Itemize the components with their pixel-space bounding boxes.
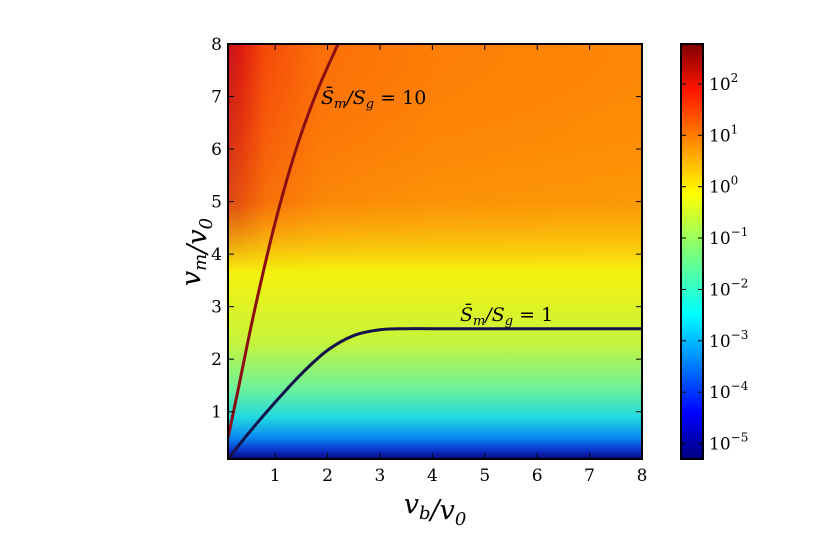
- colorbar-tick-label: 10−2: [709, 276, 748, 300]
- y-tick-label: 3: [211, 298, 222, 318]
- y-tick-label: 8: [211, 35, 222, 55]
- colorbar-tick-label: 100: [709, 174, 738, 198]
- x-tick-label: 7: [584, 466, 595, 486]
- colorbar: [680, 43, 704, 460]
- x-tick-label: 4: [427, 466, 438, 486]
- y-tick-label: 7: [211, 88, 222, 108]
- colorbar-ticks: 102 101 100 10−1 10−2 10−3 10−4 10−5: [681, 71, 749, 455]
- colorbar-tick-label: 10−1: [709, 225, 748, 249]
- x-tick-label: 8: [637, 466, 648, 486]
- y-axis-ticks: 1 2 3 4 5 6 7 8: [211, 35, 642, 423]
- y-tick-label: 6: [211, 140, 222, 160]
- colorbar-tick-label: 10−4: [709, 379, 749, 403]
- heatmap-low-region: [228, 44, 642, 459]
- colorbar-tick-label: 102: [709, 71, 738, 95]
- contour-line-10: [228, 44, 340, 439]
- heatmap-field: [228, 44, 642, 459]
- contour-line-1: [228, 327, 642, 459]
- y-tick-label: 1: [211, 403, 222, 423]
- colorbar-tick-label: 101: [709, 122, 738, 146]
- x-tick-label: 3: [375, 466, 386, 486]
- y-axis-label: vm/v0: [176, 218, 217, 286]
- colorbar-tick-label: 10−5: [709, 431, 748, 455]
- x-axis-label: vb/v0: [404, 489, 467, 530]
- x-tick-label: 5: [479, 466, 490, 486]
- x-tick-label: 6: [532, 466, 543, 486]
- contour-lines: [228, 44, 642, 459]
- colorbar-tick-label: 10−3: [709, 328, 748, 352]
- y-tick-label: 2: [211, 350, 222, 370]
- x-tick-label: 2: [322, 466, 333, 486]
- contour-label-1: S̄m/Sg = 1: [460, 303, 553, 329]
- y-tick-label: 4: [211, 245, 222, 265]
- contour-label-10: S̄m/Sg = 10: [321, 86, 426, 112]
- x-axis-ticks: 1 2 3 4 5 6 7 8: [270, 44, 648, 486]
- x-tick-label: 1: [270, 466, 281, 486]
- plot-frame: [227, 43, 643, 460]
- y-tick-label: 5: [211, 193, 222, 213]
